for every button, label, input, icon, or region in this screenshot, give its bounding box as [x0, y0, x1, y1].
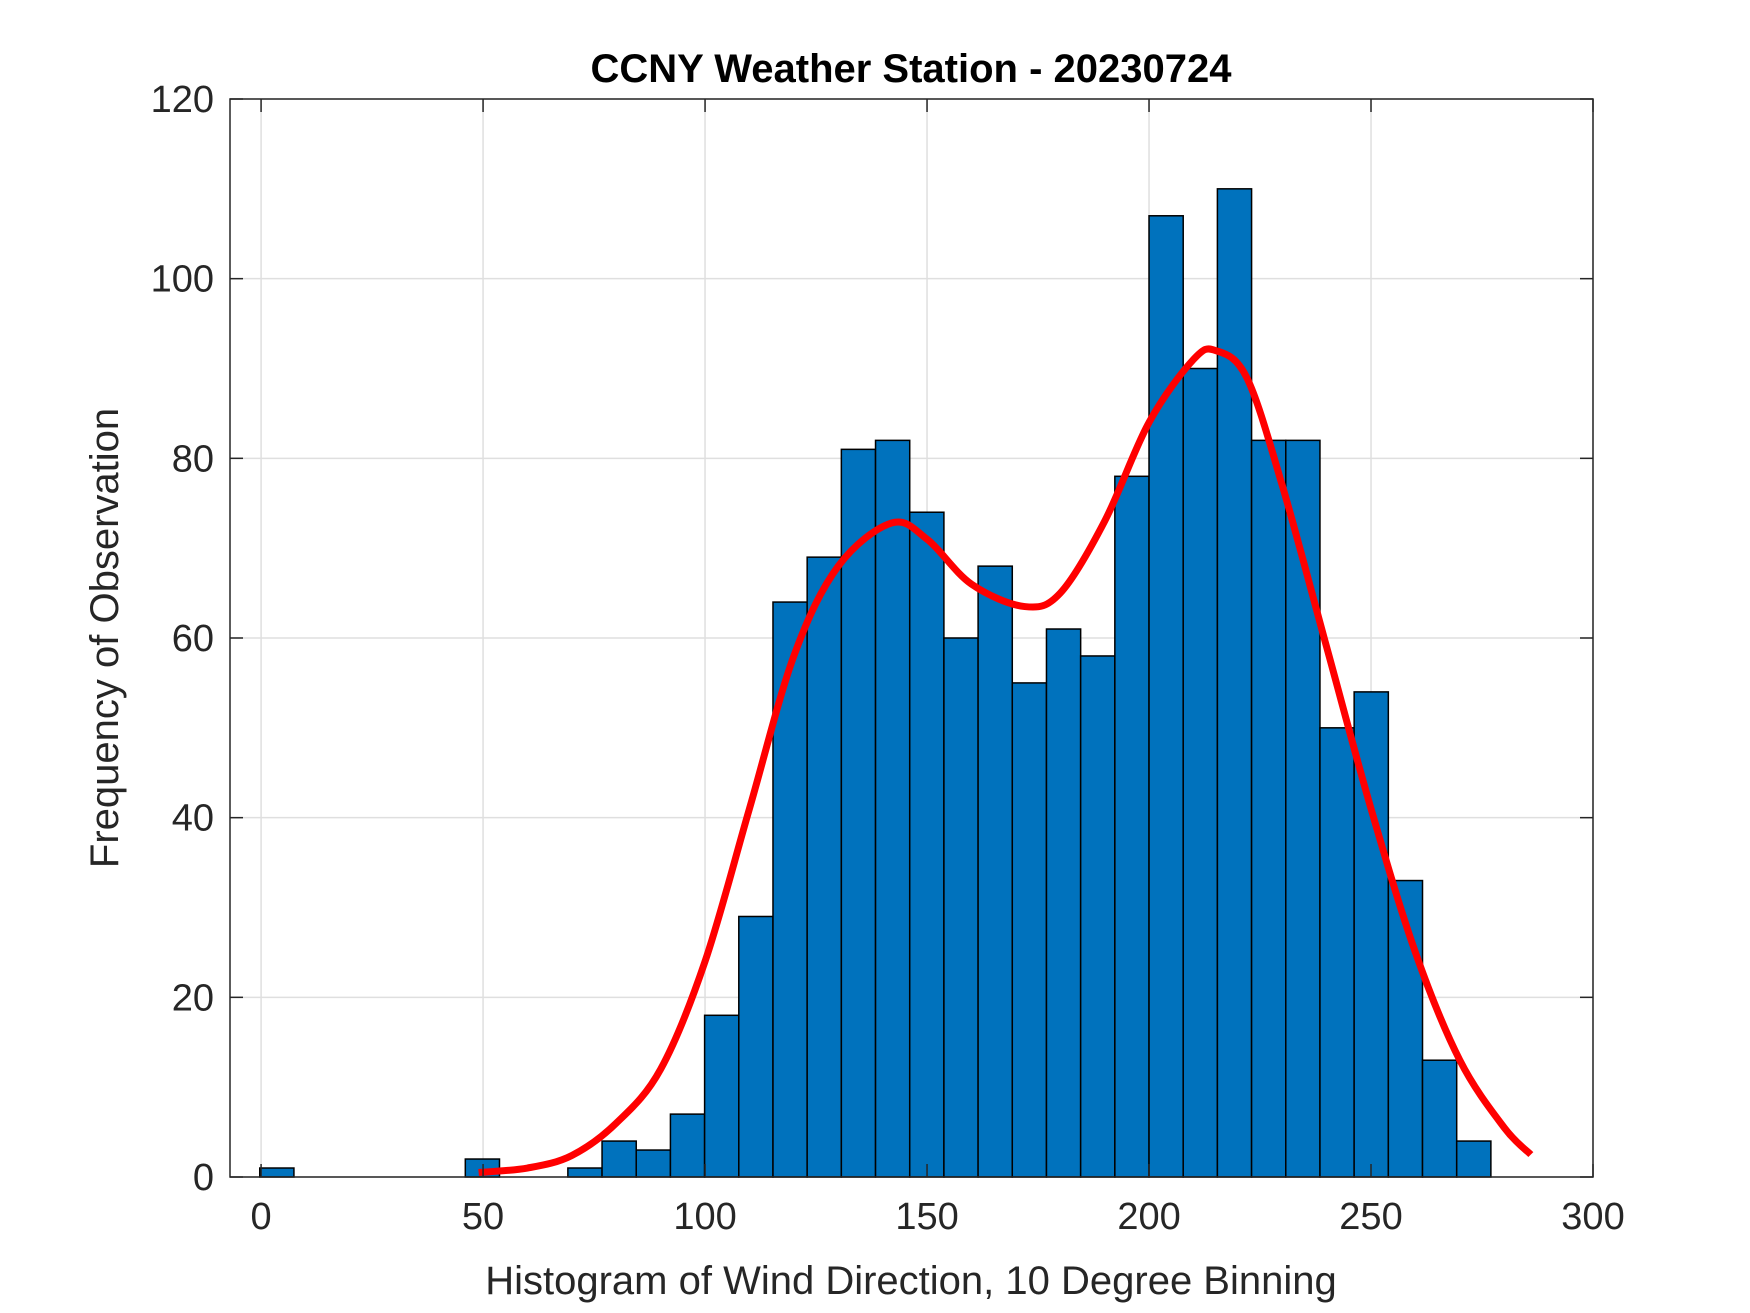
histogram-bars	[258, 188, 1492, 1178]
y-tick-label: 40	[172, 798, 214, 840]
histogram-bar	[1455, 1140, 1492, 1178]
x-tick-label: 100	[673, 1196, 736, 1238]
histogram-bar	[703, 1014, 740, 1178]
x-tick-label: 200	[1117, 1196, 1180, 1238]
histogram-bar	[1319, 727, 1355, 1178]
y-tick-label: 20	[172, 977, 214, 1019]
y-tick-label: 120	[151, 79, 214, 121]
y-tick-label: 100	[151, 259, 214, 301]
y-tick-label: 80	[172, 438, 214, 480]
histogram-bar	[1079, 655, 1116, 1178]
chart-title: CCNY Weather Station - 20230724	[591, 47, 1233, 91]
histogram-bar	[258, 1167, 295, 1178]
fit-curve-group	[478, 345, 1534, 1176]
histogram-bar	[1114, 475, 1150, 1178]
histogram-bar	[1148, 215, 1184, 1178]
histogram-bar	[635, 1149, 672, 1178]
tick-marks	[230, 98, 1594, 1178]
x-tick-labels: 0 50 100 150 200 250 300	[251, 1196, 1625, 1238]
histogram-bar	[738, 915, 774, 1178]
histogram-bar	[806, 556, 843, 1178]
histogram-bar	[567, 1167, 603, 1178]
histogram-bar	[772, 601, 808, 1178]
histogram-bar	[1182, 367, 1219, 1178]
y-axis-label: Frequency of Observation	[83, 408, 127, 868]
x-axis-label: Histogram of Wind Direction, 10 Degree B…	[485, 1259, 1337, 1303]
x-tick-label: 50	[462, 1196, 504, 1238]
histogram-bar	[977, 565, 1014, 1178]
x-tick-label: 250	[1339, 1196, 1402, 1238]
histogram-bar	[908, 511, 945, 1178]
x-tick-label: 0	[251, 1196, 272, 1238]
histogram-bar	[669, 1113, 706, 1178]
y-tick-labels: 0 20 40 60 80 100 120	[151, 79, 214, 1199]
histogram-bar	[1421, 1059, 1458, 1178]
histogram-bar	[601, 1140, 637, 1178]
x-tick-label: 300	[1561, 1196, 1624, 1238]
histogram-bar	[1216, 188, 1253, 1178]
histogram-bar	[1250, 439, 1287, 1178]
x-tick-label: 150	[895, 1196, 958, 1238]
histogram-bar	[874, 439, 911, 1178]
fit-curve-line	[478, 345, 1534, 1176]
histogram-bar	[1045, 628, 1082, 1178]
histogram-bar	[1011, 682, 1048, 1178]
histogram-bar	[943, 637, 979, 1178]
y-tick-label: 0	[193, 1157, 214, 1199]
y-tick-label: 60	[172, 618, 214, 660]
